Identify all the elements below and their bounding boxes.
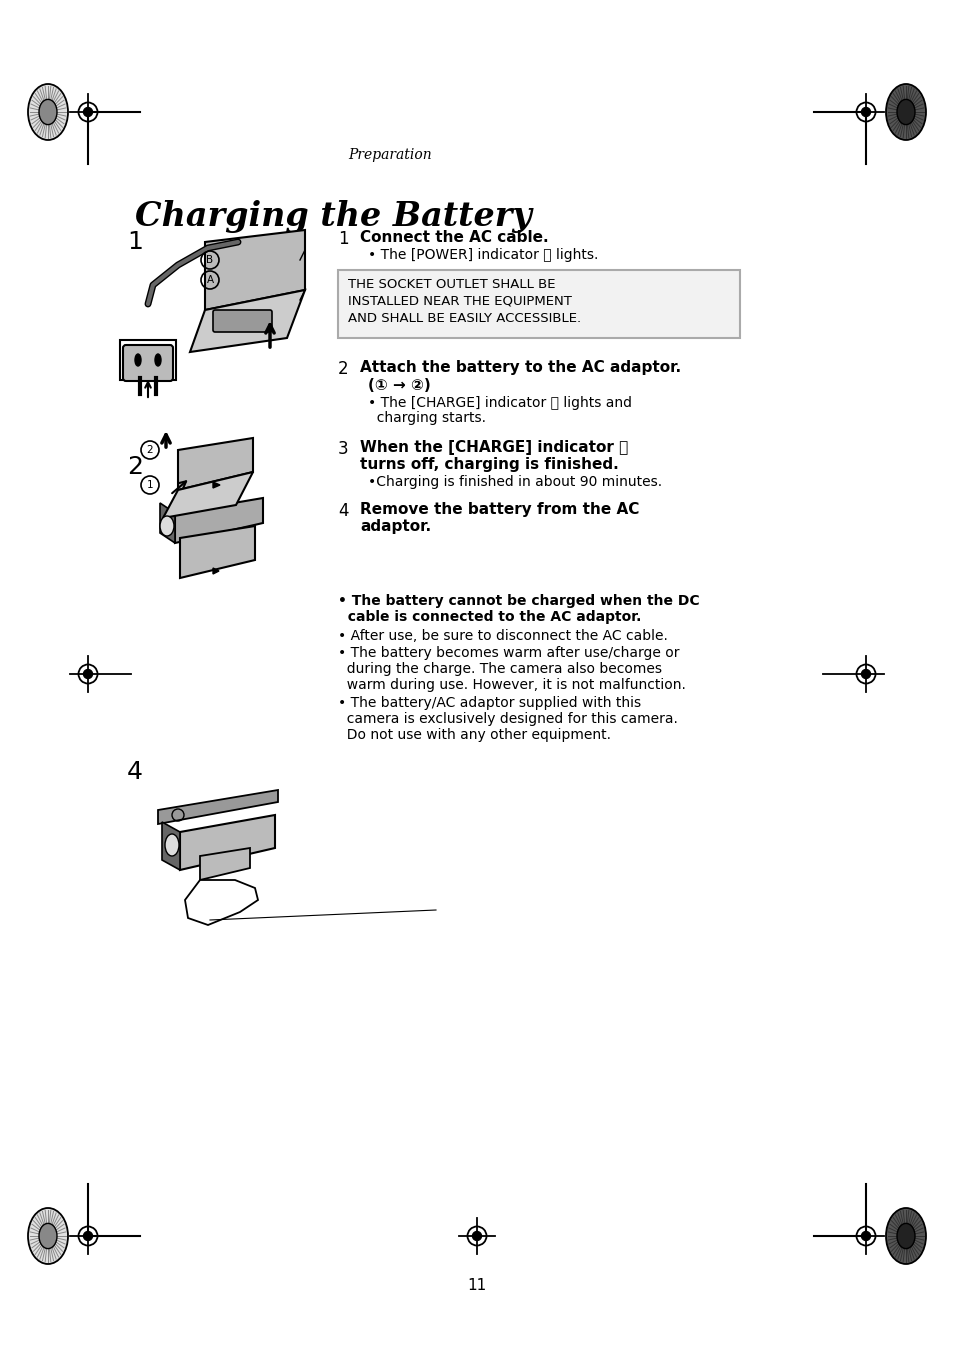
Text: charging starts.: charging starts. (368, 411, 485, 425)
Circle shape (472, 1232, 481, 1240)
Circle shape (861, 1232, 869, 1240)
Polygon shape (190, 290, 305, 352)
Polygon shape (158, 790, 277, 824)
Text: adaptor.: adaptor. (359, 519, 431, 534)
Text: Connect the AC cable.: Connect the AC cable. (359, 231, 548, 245)
Text: Remove the battery from the AC: Remove the battery from the AC (359, 501, 639, 518)
Text: 1: 1 (337, 231, 348, 248)
Polygon shape (180, 526, 254, 578)
Text: (① → ②): (① → ②) (368, 377, 431, 394)
Polygon shape (162, 822, 180, 869)
Ellipse shape (160, 516, 173, 537)
Text: •Charging is finished in about 90 minutes.: •Charging is finished in about 90 minute… (368, 474, 661, 489)
Text: 2: 2 (337, 360, 348, 377)
Circle shape (861, 670, 869, 678)
Ellipse shape (165, 834, 179, 856)
Text: turns off, charging is finished.: turns off, charging is finished. (359, 457, 618, 472)
Text: 11: 11 (467, 1278, 486, 1293)
Text: • After use, be sure to disconnect the AC cable.: • After use, be sure to disconnect the A… (337, 630, 667, 643)
Text: warm during use. However, it is not malfunction.: warm during use. However, it is not malf… (337, 678, 685, 692)
Bar (120, 340, 175, 380)
Text: 1: 1 (127, 231, 143, 253)
Text: 2: 2 (147, 445, 153, 456)
Text: • The battery cannot be charged when the DC: • The battery cannot be charged when the… (337, 594, 699, 608)
Ellipse shape (154, 355, 161, 367)
Ellipse shape (885, 84, 925, 140)
Text: during the charge. The camera also becomes: during the charge. The camera also becom… (337, 662, 661, 675)
Text: 1: 1 (147, 480, 153, 491)
Polygon shape (160, 503, 174, 543)
Ellipse shape (135, 355, 141, 367)
Polygon shape (213, 483, 220, 488)
Polygon shape (200, 848, 250, 880)
Text: A: A (206, 275, 213, 284)
Circle shape (861, 108, 869, 116)
Text: B: B (206, 255, 213, 266)
Text: Do not use with any other equipment.: Do not use with any other equipment. (337, 728, 610, 741)
Polygon shape (178, 438, 253, 491)
Ellipse shape (28, 84, 68, 140)
FancyBboxPatch shape (123, 345, 172, 381)
Text: • The battery becomes warm after use/charge or: • The battery becomes warm after use/cha… (337, 646, 679, 661)
Text: • The [CHARGE] indicator Ⓑ lights and: • The [CHARGE] indicator Ⓑ lights and (368, 396, 631, 410)
Text: Preparation: Preparation (348, 148, 432, 162)
Polygon shape (185, 880, 257, 925)
Text: Charging the Battery: Charging the Battery (135, 200, 531, 233)
Circle shape (84, 108, 92, 116)
Ellipse shape (885, 1208, 925, 1264)
Polygon shape (174, 497, 263, 543)
Text: 3: 3 (337, 439, 348, 458)
Ellipse shape (39, 1224, 57, 1248)
Polygon shape (180, 816, 274, 869)
Ellipse shape (896, 100, 914, 124)
Text: 4: 4 (127, 760, 143, 785)
Circle shape (84, 670, 92, 678)
FancyBboxPatch shape (213, 310, 272, 332)
Bar (337, 270, 740, 338)
Text: • The [POWER] indicator Ⓐ lights.: • The [POWER] indicator Ⓐ lights. (368, 248, 598, 262)
Circle shape (84, 1232, 92, 1240)
Text: • The battery/AC adaptor supplied with this: • The battery/AC adaptor supplied with t… (337, 696, 640, 710)
Text: 2: 2 (127, 456, 143, 479)
Ellipse shape (39, 100, 57, 124)
Ellipse shape (896, 1224, 914, 1248)
Polygon shape (163, 472, 253, 518)
Text: cable is connected to the AC adaptor.: cable is connected to the AC adaptor. (337, 611, 640, 624)
Polygon shape (205, 231, 305, 310)
Text: Attach the battery to the AC adaptor.: Attach the battery to the AC adaptor. (359, 360, 680, 375)
Text: THE SOCKET OUTLET SHALL BE
INSTALLED NEAR THE EQUIPMENT
AND SHALL BE EASILY ACCE: THE SOCKET OUTLET SHALL BE INSTALLED NEA… (348, 278, 580, 325)
Text: 4: 4 (337, 501, 348, 520)
Ellipse shape (28, 1208, 68, 1264)
Text: camera is exclusively designed for this camera.: camera is exclusively designed for this … (337, 712, 678, 727)
Text: When the [CHARGE] indicator Ⓑ: When the [CHARGE] indicator Ⓑ (359, 439, 628, 456)
Polygon shape (213, 568, 219, 574)
